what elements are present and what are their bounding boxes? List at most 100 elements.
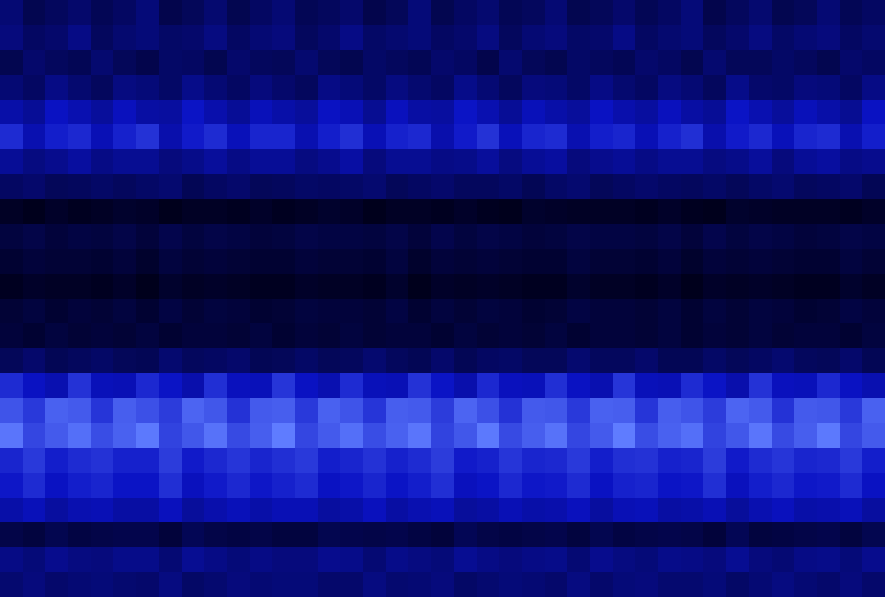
heatmap-cell — [454, 547, 477, 572]
heatmap-cell — [590, 423, 613, 448]
heatmap-cell — [499, 100, 522, 125]
heatmap-cell — [862, 174, 885, 199]
heatmap-cell — [386, 323, 409, 348]
heatmap-cell — [227, 373, 250, 398]
heatmap-cell — [250, 149, 273, 174]
heatmap-cell — [91, 299, 114, 324]
heatmap-cell — [454, 323, 477, 348]
heatmap-cell — [159, 299, 182, 324]
heatmap-cell — [477, 249, 500, 274]
heatmap-cell — [522, 473, 545, 498]
heatmap-cell — [817, 423, 840, 448]
heatmap-cell — [340, 398, 363, 423]
heatmap-cell — [45, 498, 68, 523]
heatmap-cell — [635, 498, 658, 523]
heatmap-cell — [431, 0, 454, 25]
heatmap-cell — [272, 149, 295, 174]
heatmap-cell — [45, 473, 68, 498]
heatmap-cell — [0, 448, 23, 473]
heatmap-cell — [318, 373, 341, 398]
heatmap-cell — [840, 522, 863, 547]
heatmap-cell — [477, 323, 500, 348]
heatmap-cell — [817, 124, 840, 149]
heatmap-cell — [499, 498, 522, 523]
heatmap-cell — [91, 124, 114, 149]
heatmap-cell — [408, 423, 431, 448]
heatmap-cell — [272, 50, 295, 75]
heatmap-cell — [182, 448, 205, 473]
heatmap-cell — [182, 299, 205, 324]
heatmap-cell — [590, 100, 613, 125]
heatmap-cell — [182, 572, 205, 597]
heatmap-cell — [227, 75, 250, 100]
heatmap-cell — [318, 572, 341, 597]
heatmap-cell — [862, 199, 885, 224]
heatmap-cell — [136, 75, 159, 100]
heatmap-cell — [340, 348, 363, 373]
heatmap-cell — [227, 100, 250, 125]
heatmap-cell — [431, 100, 454, 125]
heatmap-cell — [726, 498, 749, 523]
heatmap-cell — [454, 149, 477, 174]
heatmap-cell — [0, 25, 23, 50]
heatmap-cell — [45, 50, 68, 75]
heatmap-cell — [703, 473, 726, 498]
heatmap-cell — [477, 0, 500, 25]
heatmap-cell — [635, 348, 658, 373]
heatmap-cell — [635, 323, 658, 348]
heatmap-cell — [613, 547, 636, 572]
heatmap-cell — [862, 522, 885, 547]
heatmap-cell — [522, 274, 545, 299]
heatmap-cell — [590, 149, 613, 174]
heatmap-cell — [431, 25, 454, 50]
heatmap-cell — [272, 249, 295, 274]
heatmap-cell — [840, 572, 863, 597]
heatmap-cell — [635, 547, 658, 572]
heatmap-cell — [113, 373, 136, 398]
heatmap-cell — [363, 174, 386, 199]
heatmap-cell — [272, 448, 295, 473]
heatmap-cell — [590, 0, 613, 25]
heatmap-cell — [363, 547, 386, 572]
heatmap-cell — [295, 199, 318, 224]
heatmap-cell — [749, 448, 772, 473]
heatmap-cell — [159, 498, 182, 523]
heatmap-cell — [794, 448, 817, 473]
heatmap-cell — [817, 174, 840, 199]
heatmap-cell — [749, 274, 772, 299]
heatmap-cell — [794, 299, 817, 324]
heatmap-cell — [658, 174, 681, 199]
heatmap-cell — [91, 50, 114, 75]
heatmap-cell — [295, 398, 318, 423]
heatmap-cell — [204, 224, 227, 249]
heatmap-cell — [840, 25, 863, 50]
heatmap-cell — [477, 174, 500, 199]
heatmap-cell — [159, 473, 182, 498]
heatmap-cell — [613, 274, 636, 299]
heatmap-cell — [45, 174, 68, 199]
heatmap-cell — [113, 25, 136, 50]
heatmap-cell — [272, 473, 295, 498]
heatmap-cell — [567, 323, 590, 348]
heatmap-cell — [272, 299, 295, 324]
heatmap-cell — [749, 498, 772, 523]
heatmap-cell — [477, 50, 500, 75]
heatmap-cell — [567, 398, 590, 423]
heatmap-cell — [681, 398, 704, 423]
heatmap-cell — [23, 174, 46, 199]
heatmap-cell — [68, 249, 91, 274]
heatmap-cell — [772, 572, 795, 597]
heatmap-cell — [23, 572, 46, 597]
heatmap-cell — [477, 25, 500, 50]
heatmap-cell — [182, 498, 205, 523]
heatmap-cell — [499, 0, 522, 25]
heatmap-cell — [613, 124, 636, 149]
heatmap-cell — [477, 473, 500, 498]
heatmap-cell — [318, 25, 341, 50]
heatmap-cell — [68, 572, 91, 597]
heatmap-cell — [658, 75, 681, 100]
heatmap-cell — [159, 323, 182, 348]
heatmap-cell — [136, 473, 159, 498]
heatmap-cell — [250, 423, 273, 448]
heatmap-cell — [703, 100, 726, 125]
